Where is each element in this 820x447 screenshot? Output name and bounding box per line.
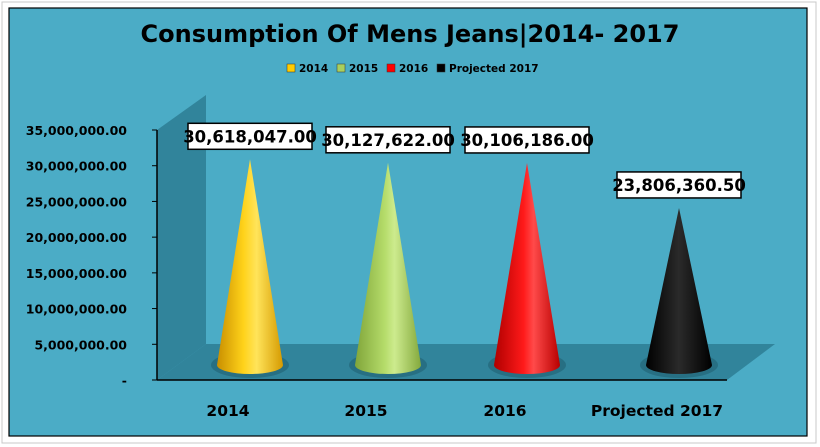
y-tick-label: 15,000,000.00 xyxy=(26,266,128,281)
data-label-box xyxy=(616,171,742,199)
y-tick-label: 20,000,000.00 xyxy=(26,230,128,245)
legend-swatch xyxy=(436,63,446,73)
cone-bar-2014 xyxy=(217,159,283,374)
y-tick-label: 5,000,000.00 xyxy=(34,337,127,352)
data-label-box xyxy=(187,122,313,151)
legend-label: 2016 xyxy=(399,63,428,75)
y-tick-label: - xyxy=(122,373,127,388)
x-tick-label: 2016 xyxy=(483,402,526,420)
cone-bar-2016 xyxy=(494,162,560,374)
legend-swatch xyxy=(386,63,396,73)
y-tick-label: 10,000,000.00 xyxy=(26,302,128,317)
x-tick-label: 2014 xyxy=(206,402,249,420)
legend-swatch xyxy=(286,63,296,73)
chart-title: Consumption Of Mens Jeans|2014- 2017 xyxy=(141,20,680,48)
x-tick-label: Projected 2017 xyxy=(591,402,723,420)
y-axis: - 5,000,000.00 10,000,000.00 15,000,000.00 2… xyxy=(26,123,157,388)
plot-area: 30,618,047.00 30,127,622.00 30,106,186.00 2… xyxy=(183,122,746,378)
y-tick-label: 30,000,000.00 xyxy=(26,159,128,174)
data-label: 30,618,047.00 xyxy=(183,127,317,146)
data-label-box xyxy=(464,126,590,154)
y-tick-label: 25,000,000.00 xyxy=(26,194,128,209)
x-axis: 2014 2015 2016 Projected 2017 xyxy=(206,402,723,420)
cone-bar-2015 xyxy=(355,162,421,374)
legend: 2014 2015 2016 Projected 2017 xyxy=(286,63,539,75)
legend-label: 2015 xyxy=(349,63,378,75)
legend-swatch xyxy=(336,63,346,73)
back-wall xyxy=(157,95,206,380)
data-label: 23,806,360.50 xyxy=(612,176,746,195)
x-tick-label: 2015 xyxy=(344,402,387,420)
data-label: 30,106,186.00 xyxy=(460,131,594,150)
cone-bar-projected-2017 xyxy=(646,207,712,374)
y-tick-label: 35,000,000.00 xyxy=(26,123,128,138)
legend-label: 2014 xyxy=(299,63,328,75)
floor xyxy=(157,344,775,380)
data-label-box xyxy=(325,126,451,154)
data-label: 30,127,622.00 xyxy=(321,131,455,150)
legend-label: Projected 2017 xyxy=(449,63,539,75)
